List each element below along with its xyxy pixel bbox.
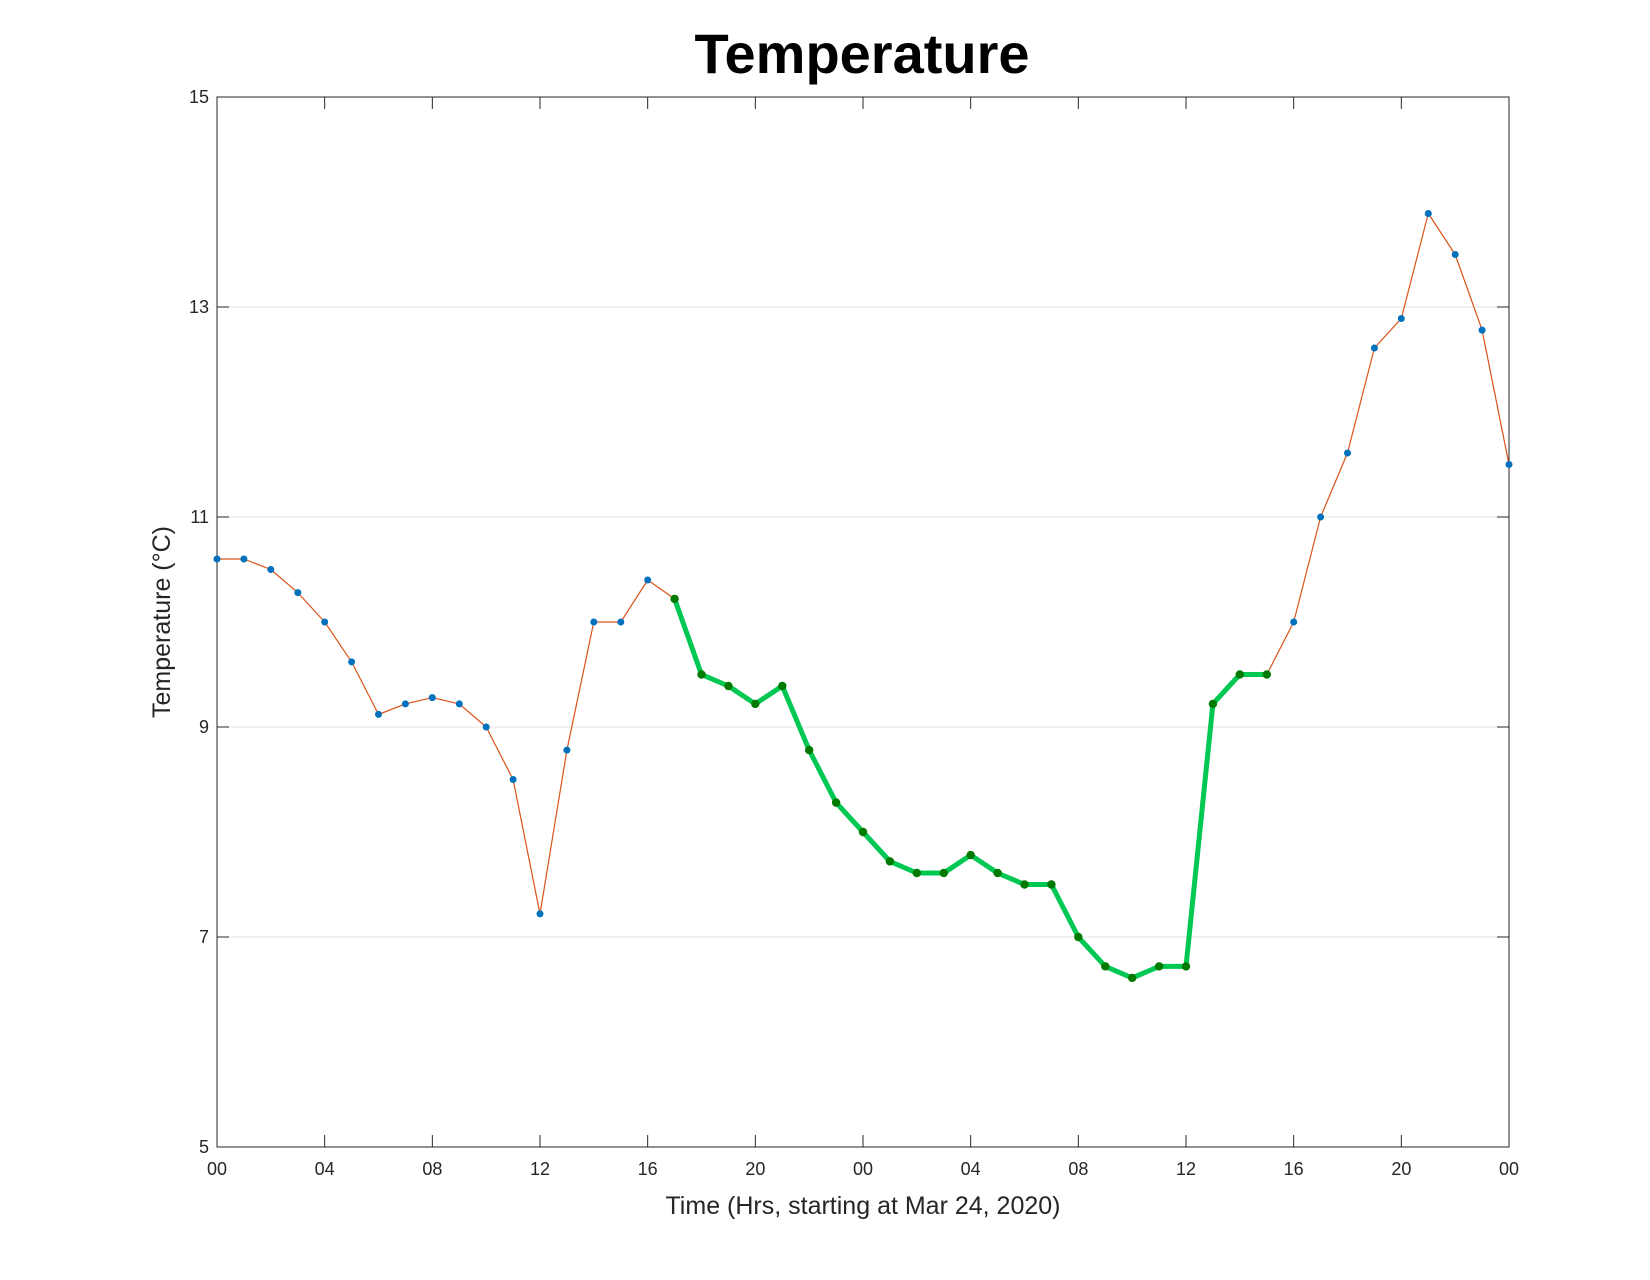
highlight-data-point xyxy=(966,850,975,860)
highlight-data-point xyxy=(1235,670,1245,679)
x-tick-label: 00 xyxy=(207,1159,227,1179)
data-point xyxy=(536,910,544,918)
highlight-data-point xyxy=(993,868,1002,878)
temperature-series-line xyxy=(216,212,1510,979)
x-tick-label: 08 xyxy=(1068,1159,1088,1179)
y-axis-title: Temperature (°C) xyxy=(148,526,176,718)
data-point xyxy=(240,555,248,563)
highlight-data-point xyxy=(1154,962,1164,971)
highlight-data-point xyxy=(1101,962,1110,971)
plot-area-frame xyxy=(216,96,1510,1148)
x-tick-label: 16 xyxy=(1284,1159,1304,1179)
data-point xyxy=(1290,618,1298,626)
highlight-data-point xyxy=(885,857,895,866)
data-point xyxy=(213,555,221,563)
data-point xyxy=(455,700,463,708)
highlight-data-point xyxy=(670,594,679,604)
highlight-data-point xyxy=(724,681,733,691)
y-tick-label: 7 xyxy=(199,927,209,947)
data-point xyxy=(1317,513,1325,521)
x-tick-label: 16 xyxy=(638,1159,658,1179)
data-point xyxy=(348,658,356,666)
data-point xyxy=(563,746,571,754)
x-axis-title: Time (Hrs, starting at Mar 24, 2020) xyxy=(665,1192,1060,1220)
x-tick-label: 04 xyxy=(961,1159,981,1179)
data-point xyxy=(1424,210,1432,217)
highlight-data-point xyxy=(1047,880,1056,889)
data-point xyxy=(321,618,329,626)
highlight-data-point xyxy=(1074,932,1083,942)
x-tick-label: 12 xyxy=(530,1159,550,1179)
y-tick-label: 9 xyxy=(199,717,209,737)
x-tick-label: 20 xyxy=(745,1159,765,1179)
data-point xyxy=(375,710,382,718)
data-point xyxy=(482,723,490,731)
highlight-data-point xyxy=(778,681,787,691)
data-point xyxy=(401,700,409,708)
highlight-series-line xyxy=(672,596,1270,981)
data-point xyxy=(1397,315,1405,322)
data-point xyxy=(1505,461,1513,468)
chart-title: Temperature xyxy=(694,22,1029,85)
data-point xyxy=(617,618,625,626)
highlight-data-point xyxy=(697,670,706,679)
y-tick-label: 15 xyxy=(189,87,209,107)
data-point xyxy=(294,589,302,597)
highlight-data-point xyxy=(1262,670,1272,679)
highlight-data-point xyxy=(939,868,948,878)
highlight-data-point xyxy=(912,868,921,878)
data-point xyxy=(1478,326,1486,334)
highlight-data-point xyxy=(1020,880,1029,889)
y-tick-label: 13 xyxy=(189,297,209,317)
tick-layer: 5 7 9 11 13 15 00 04 08 12 16 20 00 04 08 12 16 20 00 xyxy=(189,87,1519,1179)
grid-layer xyxy=(217,306,1509,938)
x-tick-label: 20 xyxy=(1391,1159,1411,1179)
x-tick-label: 08 xyxy=(422,1159,442,1179)
data-point xyxy=(1451,251,1459,258)
x-tick-label: 12 xyxy=(1176,1159,1196,1179)
highlight-data-point xyxy=(858,827,868,837)
data-point xyxy=(644,576,652,584)
highlight-data-point xyxy=(1181,962,1191,971)
data-point xyxy=(509,776,517,783)
x-tick-label: 00 xyxy=(1499,1159,1519,1179)
y-tick-label: 11 xyxy=(190,507,209,527)
data-point xyxy=(267,566,275,573)
highlight-data-point xyxy=(751,699,760,709)
highlight-data-point xyxy=(805,745,814,755)
highlight-data-point xyxy=(1128,973,1137,983)
series-layer xyxy=(213,210,1513,983)
data-point xyxy=(1344,449,1351,457)
data-point xyxy=(590,618,598,626)
data-point xyxy=(1370,344,1378,352)
data-point xyxy=(428,694,436,702)
x-tick-label: 00 xyxy=(853,1159,873,1179)
y-tick-label: 5 xyxy=(199,1137,209,1157)
highlight-data-point xyxy=(831,798,841,807)
highlight-data-point xyxy=(1208,699,1218,709)
x-tick-label: 04 xyxy=(315,1159,335,1179)
